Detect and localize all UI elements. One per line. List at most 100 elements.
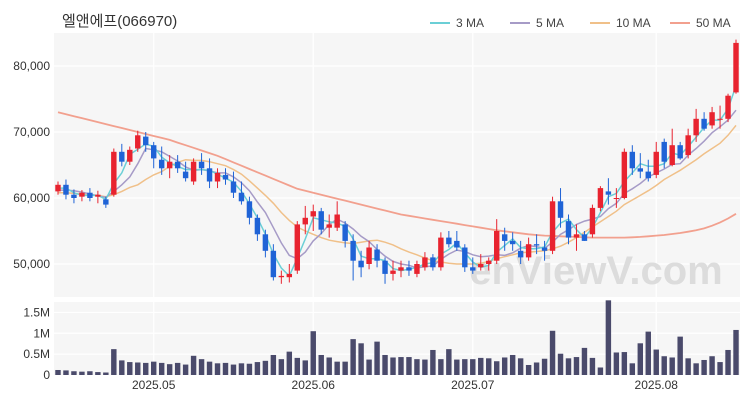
- candle-body: [533, 244, 540, 246]
- chart-title: 엘앤에프(066970): [62, 13, 177, 30]
- candle-body: [374, 249, 380, 261]
- volume-tick-label: 1M: [33, 326, 50, 340]
- volume-bar: [174, 362, 181, 375]
- candle-body: [669, 145, 675, 165]
- volume-bar: [182, 364, 189, 375]
- ma50-line: [57, 111, 737, 239]
- volume-bar: [398, 357, 404, 375]
- volume-bar: [661, 356, 667, 375]
- volume-bar: [717, 362, 723, 375]
- candle-body: [709, 112, 715, 126]
- volume-bar: [541, 358, 548, 375]
- volume-bar: [605, 300, 612, 375]
- date-tick-label: 2025.07: [451, 378, 495, 392]
- volume-bar: [653, 349, 659, 375]
- candle-body: [581, 234, 588, 241]
- volume-bar: [222, 362, 229, 375]
- candle-body: [286, 273, 293, 278]
- volume-bar: [677, 336, 683, 375]
- volume-bar: [709, 356, 715, 375]
- volume-bar: [270, 354, 277, 375]
- volume-bar: [350, 339, 356, 375]
- candle-body: [278, 275, 285, 278]
- candle-body: [446, 237, 452, 245]
- volume-bar: [430, 349, 436, 375]
- volume-bar: [685, 358, 691, 375]
- volume-bar: [166, 364, 173, 375]
- volume-bar: [581, 347, 588, 375]
- candle-body: [621, 151, 628, 198]
- volume-bar: [725, 349, 731, 375]
- candle-body: [206, 168, 213, 182]
- candle-body: [135, 135, 141, 149]
- candle-body: [541, 247, 548, 251]
- volume-bar: [334, 361, 340, 375]
- candle-body: [358, 260, 364, 268]
- candle-body: [198, 161, 205, 169]
- candle-body: [238, 192, 245, 202]
- volume-bar: [382, 354, 388, 375]
- candle-body: [478, 264, 484, 268]
- date-tick-label: 2025.06: [292, 378, 336, 392]
- candle-body: [605, 191, 612, 195]
- candle-body: [302, 217, 308, 225]
- candle-body: [645, 171, 651, 179]
- candle-body: [55, 184, 61, 192]
- volume-tick-label: 0.5M: [23, 347, 50, 361]
- volume-bar: [470, 359, 476, 375]
- legend-label-ma10: 10 MA: [616, 16, 651, 30]
- volume-bar: [533, 362, 540, 375]
- candle-body: [693, 118, 699, 136]
- candle-body: [398, 267, 404, 271]
- candle-body: [462, 247, 468, 268]
- candle-body: [158, 159, 165, 169]
- volume-bar: [565, 358, 572, 375]
- volume-bar: [374, 341, 380, 375]
- candle-body: [390, 270, 396, 274]
- candle-body: [79, 192, 85, 197]
- candle-body: [430, 257, 436, 268]
- watermark: enViewV.com: [469, 249, 722, 293]
- volume-bar: [589, 357, 596, 375]
- volume-bar: [414, 359, 420, 375]
- candle-body: [637, 168, 644, 172]
- candle-body: [501, 234, 508, 241]
- volume-bar: [71, 371, 77, 375]
- volume-bar: [206, 361, 213, 375]
- volume-bar: [198, 359, 205, 375]
- candle-body: [127, 149, 133, 162]
- volume-bar: [573, 357, 580, 375]
- volume-bar: [342, 361, 348, 375]
- candle-body: [454, 240, 460, 248]
- candle-body: [549, 201, 556, 251]
- candle-body: [517, 250, 524, 258]
- price-tick-label: 70,000: [13, 125, 50, 139]
- volume-bar: [246, 363, 253, 375]
- candle-body: [310, 211, 316, 217]
- volume-tick-label: 0: [43, 368, 50, 382]
- candle-body: [573, 234, 580, 238]
- candle-body: [677, 145, 683, 159]
- volume-bar: [294, 357, 301, 375]
- candle-body: [182, 171, 189, 179]
- candle-body: [95, 194, 101, 197]
- candle-body: [174, 161, 181, 169]
- legend-label-ma50: 50 MA: [696, 16, 731, 30]
- candle-body: [318, 211, 324, 230]
- candle-body: [230, 181, 237, 193]
- candle-body: [246, 201, 253, 218]
- volume-bar: [143, 362, 149, 375]
- volume-bar: [150, 361, 157, 375]
- candle-body: [222, 174, 229, 180]
- volume-bar: [254, 362, 261, 375]
- candle-body: [486, 260, 492, 264]
- candle-body: [613, 198, 620, 199]
- candle-body: [493, 231, 500, 261]
- candle-body: [733, 42, 739, 93]
- candlestick-series: [55, 39, 739, 284]
- candle-body: [150, 145, 157, 159]
- volume-bars: [55, 300, 739, 375]
- candle-body: [525, 244, 532, 258]
- volume-bar: [95, 372, 101, 375]
- volume-bar: [462, 359, 468, 375]
